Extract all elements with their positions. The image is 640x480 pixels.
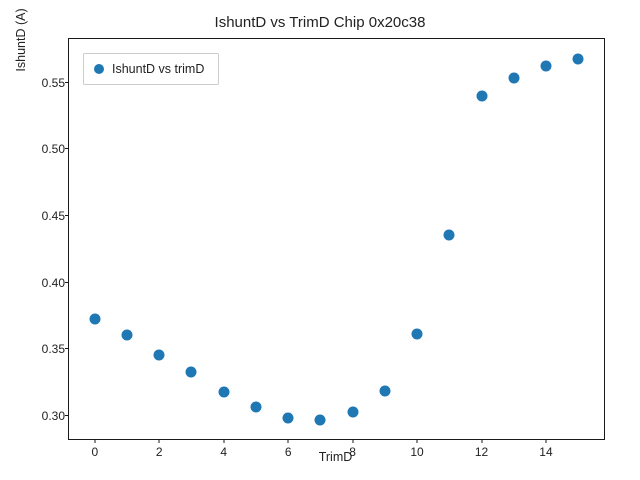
y-axis-label: IshuntD (A) <box>14 0 28 140</box>
y-tick-045: 0.45 <box>31 209 65 223</box>
legend-label: IshuntD vs trimD <box>112 62 204 76</box>
scatter-point-3[interactable] <box>186 367 197 378</box>
scatter-point-14[interactable] <box>540 60 551 71</box>
scatter-point-8[interactable] <box>347 407 358 418</box>
scatter-point-1[interactable] <box>122 330 133 341</box>
y-tick-055: 0.55 <box>31 76 65 90</box>
plot-area: IshuntD vs trimD 0.30 0.35 0.40 0.45 0.5… <box>68 38 605 440</box>
chart-container: IshuntD vs TrimD Chip 0x20c38 IshuntD vs… <box>0 0 640 480</box>
chart-title: IshuntD vs TrimD Chip 0x20c38 <box>0 14 640 31</box>
legend-box[interactable]: IshuntD vs trimD <box>83 53 219 85</box>
scatter-point-0[interactable] <box>89 314 100 325</box>
scatter-point-15[interactable] <box>573 54 584 65</box>
scatter-point-11[interactable] <box>444 230 455 241</box>
y-tick-040: 0.40 <box>31 276 65 290</box>
y-tick-030: 0.30 <box>31 409 65 423</box>
x-axis-label: TrimD <box>68 450 603 464</box>
legend-marker-icon <box>94 64 104 74</box>
scatter-point-2[interactable] <box>154 350 165 361</box>
scatter-point-6[interactable] <box>283 412 294 423</box>
y-tick-050: 0.50 <box>31 142 65 156</box>
scatter-point-4[interactable] <box>218 387 229 398</box>
y-tick-035: 0.35 <box>31 342 65 356</box>
scatter-point-10[interactable] <box>412 328 423 339</box>
scatter-point-13[interactable] <box>508 72 519 83</box>
scatter-point-5[interactable] <box>250 402 261 413</box>
scatter-point-7[interactable] <box>315 415 326 426</box>
scatter-point-9[interactable] <box>379 386 390 397</box>
scatter-point-12[interactable] <box>476 91 487 102</box>
